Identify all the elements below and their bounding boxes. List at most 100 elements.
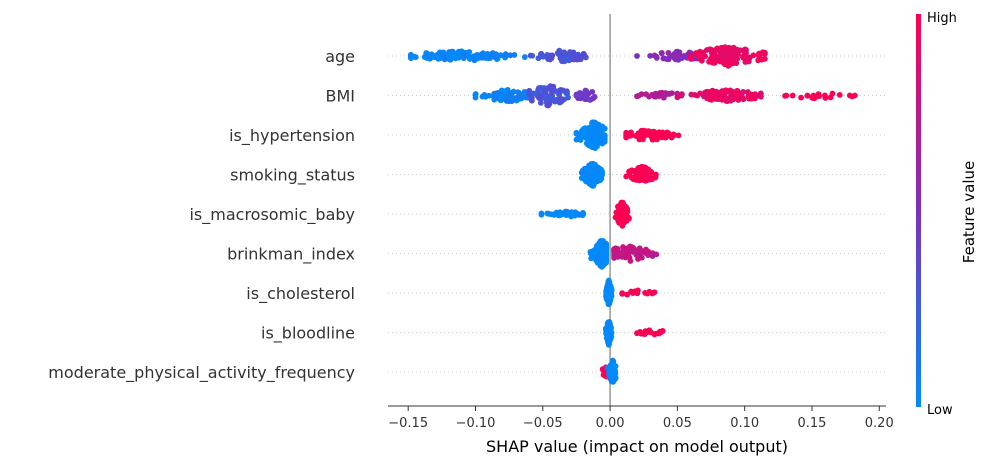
- shap-point: [576, 56, 583, 62]
- x-tick-label: 0.20: [865, 416, 894, 431]
- shap-point: [511, 95, 518, 102]
- shap-point: [743, 55, 749, 61]
- colorbar-high-label: High: [927, 11, 957, 26]
- shap-point: [549, 90, 555, 96]
- shap-point: [644, 328, 650, 335]
- shap-point: [798, 94, 804, 101]
- shap-point: [603, 259, 609, 266]
- shap-point: [558, 98, 565, 105]
- shap-point: [551, 98, 558, 105]
- shap-point: [698, 57, 705, 64]
- shap-point: [679, 55, 685, 61]
- x-tick-label: 0.10: [730, 416, 759, 431]
- shap-point: [441, 56, 448, 63]
- shap-point: [623, 134, 630, 141]
- colorbar-title: Feature value: [960, 161, 978, 263]
- shap-point: [600, 126, 607, 132]
- shap-point: [672, 51, 678, 57]
- shap-point: [461, 51, 468, 58]
- shap-point: [718, 44, 725, 51]
- feature-label: moderate_physical_activity_frequency: [48, 363, 355, 383]
- shap-point: [597, 177, 604, 184]
- shap-point: [750, 52, 757, 59]
- shap-point: [543, 94, 550, 101]
- shap-point: [711, 47, 718, 54]
- shap-point: [645, 252, 651, 258]
- shap-point: [752, 95, 758, 102]
- shap-point: [728, 60, 734, 67]
- shap-point: [508, 90, 515, 96]
- shap-point: [611, 366, 617, 373]
- shap-point: [522, 94, 529, 101]
- colorbar-low-label: Low: [927, 403, 953, 418]
- shap-point: [652, 90, 659, 97]
- shap-point: [651, 52, 658, 59]
- shap-point: [425, 52, 432, 59]
- feature-labels: age BMI is_hypertension smoking_status is_ma…: [48, 47, 355, 383]
- shap-point: [502, 88, 509, 95]
- feature-label: is_bloodline: [261, 324, 355, 344]
- shap-point: [587, 124, 594, 130]
- shap-point: [628, 174, 635, 181]
- feature-label: brinkman_index: [227, 245, 355, 265]
- shap-point: [836, 92, 843, 98]
- shap-point: [743, 49, 749, 56]
- shap-point: [528, 95, 535, 101]
- shap-point: [451, 52, 457, 58]
- shap-point: [592, 138, 599, 145]
- shap-point: [582, 125, 589, 132]
- shap-point: [709, 51, 716, 58]
- shap-point: [678, 92, 684, 99]
- shap-point: [455, 54, 462, 61]
- shap-point: [599, 250, 606, 257]
- shap-point: [783, 92, 790, 99]
- shap-point: [582, 89, 589, 96]
- shap-point: [700, 49, 706, 56]
- shap-point: [610, 362, 617, 369]
- shap-point: [472, 94, 479, 101]
- shap-point: [730, 52, 737, 59]
- shap-point: [566, 57, 573, 64]
- shap-point: [590, 95, 597, 102]
- feature-label: BMI: [326, 87, 356, 106]
- shap-point: [544, 210, 551, 217]
- shap-point: [635, 254, 642, 261]
- shap-point: [589, 254, 596, 261]
- shap-point: [535, 55, 542, 62]
- shap-point: [607, 327, 614, 334]
- shap-point: [726, 44, 732, 51]
- shap-point: [498, 94, 505, 100]
- shap-point: [761, 49, 768, 56]
- shap-point: [491, 91, 498, 97]
- shap-point: [590, 160, 597, 167]
- shap-point: [725, 88, 732, 95]
- feature-label: is_hypertension: [229, 126, 355, 146]
- x-axis-title: SHAP value (impact on model output): [486, 437, 788, 456]
- shap-point: [829, 90, 836, 97]
- shap-point: [567, 49, 573, 55]
- colorbar: [916, 14, 921, 407]
- shap-point: [606, 319, 613, 325]
- shap-point: [612, 374, 619, 381]
- shap-point: [701, 93, 707, 100]
- shap-point: [583, 178, 590, 185]
- feature-label: age: [325, 47, 355, 66]
- shap-point: [578, 175, 585, 181]
- shap-point: [660, 131, 667, 138]
- shap-point: [577, 137, 584, 143]
- shap-point: [757, 90, 764, 97]
- feature-label: smoking_status: [230, 166, 355, 186]
- feature-label: is_macrosomic_baby: [189, 205, 355, 225]
- shap-point: [606, 292, 613, 298]
- shap-point: [734, 56, 741, 62]
- shap-point: [557, 88, 564, 95]
- shap-point: [491, 53, 498, 60]
- shap-point: [649, 253, 656, 259]
- shap-point: [542, 88, 549, 95]
- shap-point: [646, 288, 653, 295]
- shap-point: [660, 55, 667, 62]
- shap-point: [573, 136, 580, 143]
- shap-point: [547, 56, 553, 63]
- shap-point: [600, 371, 607, 378]
